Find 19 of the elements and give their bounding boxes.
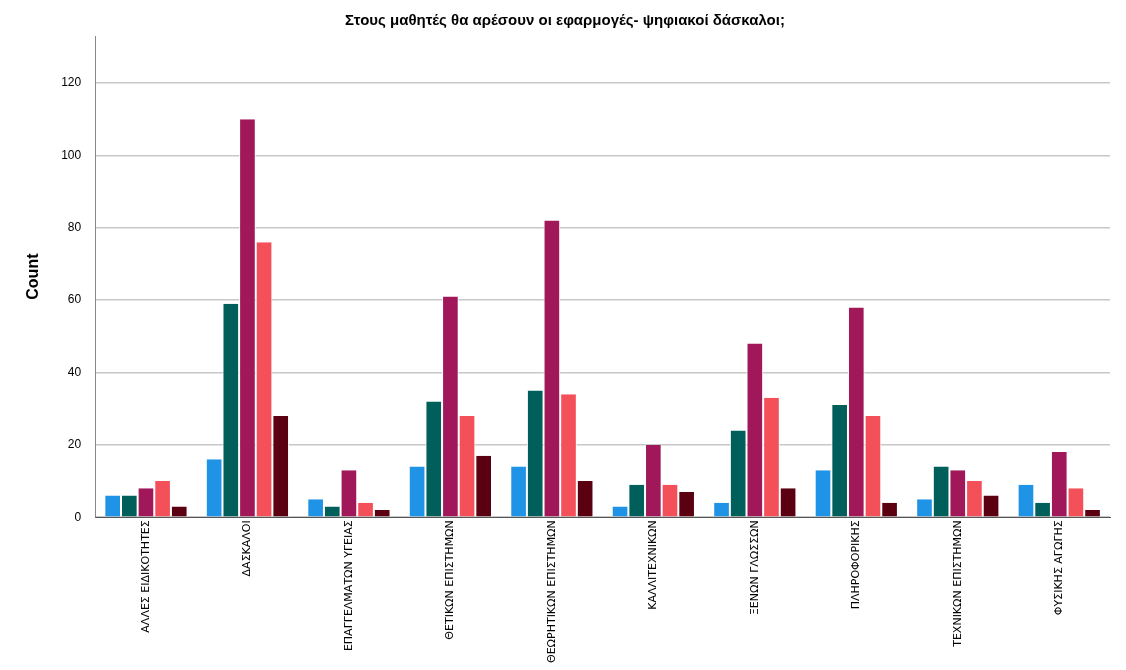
x-tick-label: ΑΛΛΕΣ ΕΙΔΙΚΟΤΗΤΕΣ (138, 520, 152, 633)
x-tick-label: ΠΛΗΡΟΦΟΡΙΚΗΣ (849, 520, 863, 610)
y-tick-label: 20 (67, 437, 82, 452)
x-tick-label: ΦΥΣΙΚΗΣ ΑΓΩΓΗΣ (1052, 520, 1066, 616)
y-tick-label: 0 (74, 509, 82, 524)
x-tick-label: ΕΠΑΓΓΕΛΜΑΤΩΝ ΥΓΕΙΑΣ (341, 520, 355, 652)
x-tick-label: ΘΕΤΙΚΩΝ ΕΠΙΣΤΗΜΩΝ (443, 520, 457, 640)
y-tick-label: 100 (61, 147, 82, 162)
x-tick-label: ΔΑΣΚΑΛΟΙ (240, 520, 254, 577)
y-axis-title: Count (24, 252, 42, 300)
x-tick-label: ΞΕΝΩΝ ΓΛΩΣΣΩΝ (747, 520, 761, 616)
chart-title: Στους μαθητές θα αρέσουν οι εφαρμογές- ψηφιακοί δάσκαλοι; (345, 11, 785, 29)
x-tick-label: ΘΕΩΡΗΤΙΚΩΝ ΕΠΙΣΤΗΜΩΝ (544, 520, 558, 664)
y-tick-label: 60 (67, 292, 82, 307)
y-tick-label: 40 (67, 364, 82, 379)
x-tick-label: ΚΑΛΛΙΤΕΧΝΙΚΩΝ (646, 520, 660, 610)
y-tick-label: 120 (61, 75, 82, 90)
y-tick-label: 80 (67, 220, 82, 235)
x-tick-label: ΤΕΧΝΙΚΩΝ ΕΠΙΣΤΗΜΩΝ (950, 520, 964, 648)
